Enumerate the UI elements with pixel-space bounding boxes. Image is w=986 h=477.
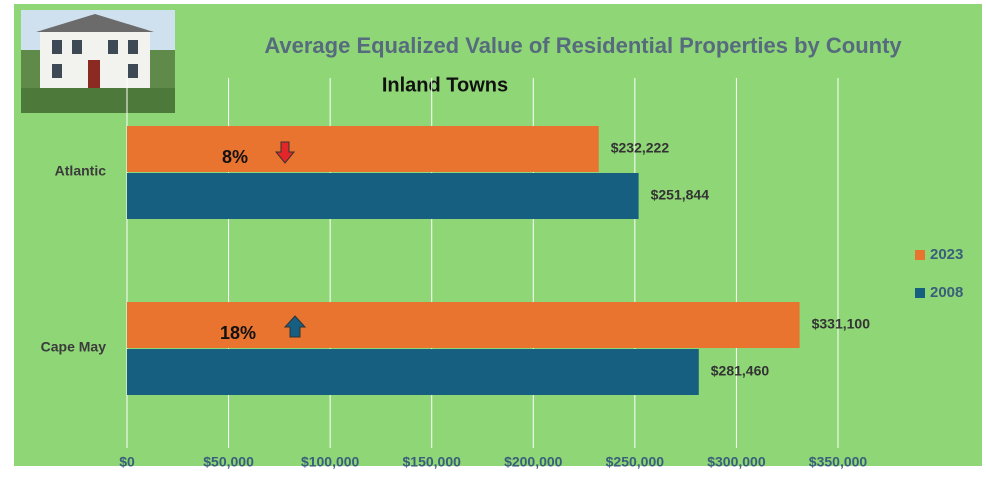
annotation: 8% <box>222 147 248 167</box>
house-photo <box>21 10 175 113</box>
legend-label: 2023 <box>930 246 963 263</box>
x-tick-label: $300,000 <box>707 454 766 470</box>
legend-swatch <box>915 288 925 298</box>
x-tick-label: $50,000 <box>203 454 254 470</box>
x-tick-label: $200,000 <box>504 454 563 470</box>
value-label: $331,100 <box>812 316 871 332</box>
chart: Average Equalized Value of Residential P… <box>0 0 986 477</box>
x-tick-label: $0 <box>119 454 135 470</box>
value-label: $281,460 <box>711 363 770 379</box>
bar <box>127 173 639 219</box>
legend-swatch <box>915 250 925 260</box>
bar <box>127 126 599 172</box>
value-label: $251,844 <box>651 187 710 203</box>
x-tick-label: $100,000 <box>301 454 360 470</box>
x-tick-label: $250,000 <box>606 454 665 470</box>
value-label: $232,222 <box>611 140 670 156</box>
legend-label: 2008 <box>930 284 963 301</box>
x-tick-label: $350,000 <box>809 454 868 470</box>
annotation: 18% <box>220 323 256 343</box>
chart-subtitle: Inland Towns <box>382 74 508 96</box>
bar <box>127 349 699 395</box>
x-tick-label: $150,000 <box>403 454 462 470</box>
category-label: Cape May <box>41 339 107 355</box>
page: {"chart_data": {"type": "hbar", "title":… <box>0 0 986 477</box>
chart-title: Average Equalized Value of Residential P… <box>264 33 902 58</box>
category-label: Atlantic <box>55 163 107 179</box>
